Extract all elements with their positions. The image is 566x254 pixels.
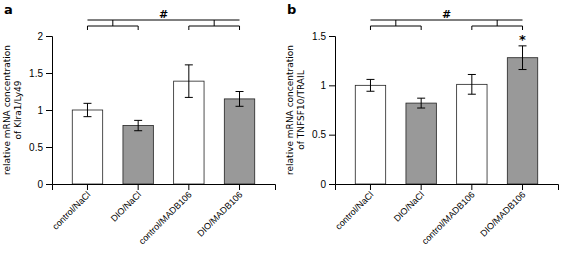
y-tick-line (46, 184, 52, 185)
y-tick: 0 (320, 179, 335, 190)
x-tick-line (370, 184, 371, 190)
y-tick-line (46, 73, 52, 74)
error-bar (417, 98, 425, 108)
x-tick-label: control/MADB106 (420, 189, 477, 246)
x-tick-label: DIO/NaCl (109, 189, 143, 223)
error-bar (519, 46, 527, 70)
y-tick-label: 0 (37, 179, 43, 190)
bracket-label: # (159, 8, 168, 21)
annotations: # (87, 8, 239, 30)
x-tick: DIO/MADB106 (478, 184, 527, 239)
y-axis-title-line: relative mRNA concentration (285, 45, 295, 175)
chart-root: 00.511.52control/NaClDIO/NaClcontrol/MAD… (0, 0, 566, 254)
y-axis-title-line: of Klra1/Ly49 (13, 80, 23, 139)
bar (457, 84, 487, 184)
y-tick-line (46, 147, 52, 148)
x-tick: control/NaCl (50, 184, 92, 232)
bar (406, 103, 436, 184)
y-axis: 0 0.5 1 1.5 2 (29, 31, 52, 190)
y-tick-line (329, 184, 335, 185)
annotations: #* (370, 8, 526, 47)
x-tick-label: DIO/MADB106 (478, 189, 527, 238)
y-tick-label: 0.5 (29, 142, 43, 153)
y-tick: 0.5 (29, 142, 52, 153)
y-tick: 1 (37, 105, 52, 116)
y-tick-line (46, 36, 52, 37)
x-tick-line (87, 184, 88, 190)
plot-area (355, 46, 537, 184)
y-tick-label: 1.5 (29, 68, 43, 79)
x-tick: control/MADB106 (137, 184, 194, 246)
y-axis-line (329, 37, 336, 185)
significance-bracket (370, 20, 522, 30)
plot-area (72, 65, 254, 184)
error-bar (83, 103, 91, 116)
star-label: * (519, 32, 526, 47)
x-tick-line (239, 184, 240, 190)
x-tick-label: control/NaCl (333, 189, 375, 231)
y-tick-label: 0.5 (312, 129, 326, 140)
bar (72, 110, 102, 184)
bar (507, 58, 537, 184)
y-tick-label: 1.5 (312, 31, 326, 42)
y-tick: 1 (320, 80, 335, 91)
panel: 0 0.5 1 1.5 control/NaCl DIO/NaClcontrol/MADB… (285, 2, 559, 246)
y-tick-line (329, 36, 335, 37)
y-tick-line (329, 135, 335, 136)
x-tick-label: control/MADB106 (137, 189, 194, 246)
x-axis: control/NaCl DIO/NaClcontrol/MADB106DIO/M… (333, 184, 558, 246)
error-bar (468, 74, 476, 94)
y-tick-line (329, 85, 335, 86)
y-tick: 1.5 (312, 31, 335, 42)
x-tick: DIO/MADB106 (195, 184, 244, 239)
x-tick-line (421, 184, 422, 190)
y-tick-label: 2 (37, 31, 43, 42)
x-tick-line (471, 184, 472, 190)
y-tick: 1.5 (29, 68, 52, 79)
significance-bracket (87, 20, 239, 30)
y-tick-line (46, 110, 52, 111)
x-tick-label: DIO/MADB106 (195, 189, 244, 238)
x-tick: DIO/NaCl (392, 184, 426, 224)
y-tick: 0 (37, 179, 52, 190)
y-axis-title: relative mRNA concentrationof Klra1/Ly49 (2, 45, 23, 175)
x-tick-line (522, 184, 523, 190)
x-tick-line (188, 184, 189, 190)
x-axis: control/NaCl DIO/NaClcontrol/MADB106DIO/M… (50, 184, 275, 246)
x-tick: DIO/NaCl (109, 184, 143, 224)
error-bar (366, 79, 374, 91)
bar (355, 85, 385, 184)
panel-title: b (287, 2, 296, 17)
x-tick-line (138, 184, 139, 190)
figure: 00.511.52control/NaClDIO/NaClcontrol/MAD… (0, 0, 566, 254)
y-tick-label: 0 (320, 179, 326, 190)
error-bar (134, 120, 142, 130)
y-axis: 0 0.5 1 1.5 (312, 31, 335, 190)
bracket-label: # (442, 8, 451, 21)
x-tick-label: control/NaCl (50, 189, 92, 231)
y-tick-label: 1 (37, 105, 43, 116)
y-axis-title: relative mRNA concentrationof TNFSF10/TR… (285, 45, 306, 175)
panel: 0 0.5 1 1.5 2 control/NaCl DIO/NaClcontrol/MAD… (2, 2, 276, 246)
x-tick: control/NaCl (333, 184, 375, 232)
bar (123, 126, 153, 184)
panel-title: a (4, 2, 13, 17)
y-axis-title-line: of TNFSF10/TRAIL (296, 70, 306, 149)
y-axis-title-line: relative mRNA concentration (2, 45, 12, 175)
error-bar (185, 65, 193, 98)
x-tick-label: DIO/NaCl (392, 189, 426, 223)
x-axis-line (53, 185, 276, 191)
error-bar (236, 92, 244, 107)
x-axis-line (336, 185, 559, 191)
y-axis-line (46, 37, 53, 185)
bar (224, 99, 254, 184)
y-tick: 0.5 (312, 129, 335, 140)
y-tick-label: 1 (320, 80, 326, 91)
y-tick: 2 (37, 31, 52, 42)
x-tick: control/MADB106 (420, 184, 477, 246)
